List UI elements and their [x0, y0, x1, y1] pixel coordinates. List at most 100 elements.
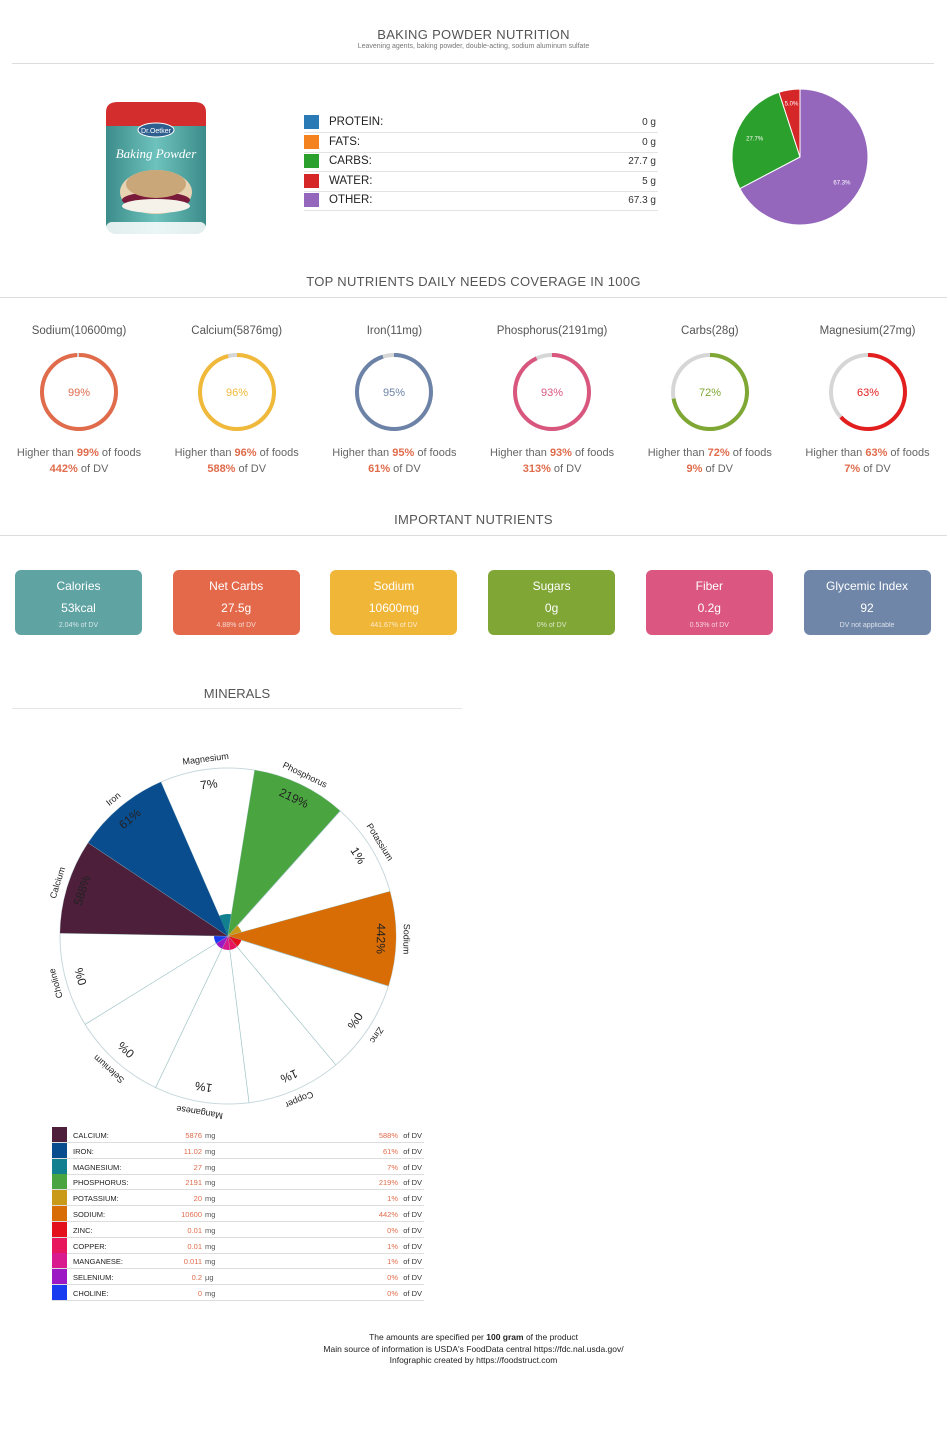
mineral-unit: mg: [205, 1241, 216, 1251]
mineral-dv-label: of DV: [403, 1273, 422, 1283]
polar-category-label: Sodium: [401, 924, 412, 955]
legend-swatch: [304, 154, 319, 168]
gauge-text: of foods: [571, 447, 615, 459]
legend-swatch: [304, 134, 319, 149]
gauge-dv: 588% of DV: [158, 463, 316, 475]
mineral-unit: mg: [205, 1162, 216, 1172]
mineral-name: CALCIUM:: [73, 1131, 109, 1140]
gauge-dv-value: 313%: [522, 463, 551, 475]
mineral-amount: 11.02: [183, 1146, 202, 1156]
footer-source: Main source of information is USDA's Foo…: [323, 1343, 624, 1354]
mineral-amount: 10600: [181, 1210, 202, 1219]
polar-value-label: 1%: [347, 845, 368, 867]
macro-row: PROTEIN: 0 g: [304, 114, 658, 133]
gauge-5: Magnesium(27mg) 63% Higher than 63% of foo…: [789, 325, 947, 475]
macro-value: 27.7 g: [628, 156, 656, 167]
mineral-dv-label: of DV: [403, 1146, 422, 1156]
gauge-text: of DV: [235, 463, 267, 475]
polar-wedge-manganese: [221, 936, 230, 950]
card-label: Net Carbs: [209, 579, 264, 593]
polar-category-label: Potassium: [365, 822, 396, 863]
mineral-dv-percent: 7%: [387, 1162, 398, 1172]
gauge-percent: 96%: [226, 387, 248, 399]
macro-row: OTHER: 67.3 g: [304, 192, 658, 211]
card-value: 27.5g: [221, 601, 252, 615]
legend-swatch: [304, 193, 319, 207]
gauge-dv-value: 588%: [207, 463, 236, 475]
mineral-row: CALCIUM: 5876 mg 588% of DV: [52, 1127, 424, 1143]
gauge-text: of DV: [77, 463, 109, 475]
gauge-fill: [40, 353, 118, 431]
page-subtitle: Leavening agents, baking powder, double-…: [357, 43, 590, 50]
gauge-dv: 442% of DV: [0, 463, 158, 475]
mineral-amount: 0.011: [183, 1257, 202, 1267]
mineral-row: ZINC: 0.01 mg 0% of DV: [52, 1221, 424, 1238]
gauge-text: Higher than: [16, 447, 77, 459]
card-dv: 2.04% of DV: [58, 622, 99, 629]
macro-row: FATS: 0 g: [304, 134, 658, 153]
gauge-4: Carbs(28g) 72% Higher than 72% of foods 9% …: [631, 325, 789, 475]
gauge-rank: 95%: [392, 447, 415, 459]
gauge-name: Sodium(10600mg): [31, 325, 127, 337]
card-value: 0g: [544, 601, 559, 615]
gauge-text: of foods: [887, 447, 930, 459]
gauge-text: Higher than: [174, 447, 235, 459]
mineral-name: SELENIUM:: [73, 1273, 114, 1283]
polar-spoke: [84, 935, 229, 1025]
card-label: Calories: [56, 579, 101, 593]
polar-value-label: 1%: [194, 1079, 214, 1096]
mineral-row: COPPER: 0.01 mg 1% of DV: [52, 1237, 424, 1254]
nutrient-card: Glycemic Index 92 DV not applicable: [803, 570, 931, 635]
mineral-dv-percent: 1%: [387, 1194, 398, 1204]
mineral-dv-label: of DV: [403, 1210, 422, 1219]
mineral-amount: 0: [197, 1289, 202, 1298]
nutrient-card: Calories 53kcal 2.04% of DV: [15, 570, 142, 635]
mineral-unit: mg: [205, 1194, 216, 1204]
mineral-dv-label: of DV: [403, 1289, 422, 1298]
macro-label: WATER:: [329, 174, 373, 187]
mineral-dv-percent: 219%: [378, 1178, 398, 1188]
mineral-dv-label: of DV: [403, 1194, 422, 1204]
mineral-dv-label: of DV: [403, 1241, 422, 1251]
polar-wedge-selenium: [216, 936, 228, 949]
polar-category-label: Manganese: [176, 1104, 224, 1121]
gauge-text: Higher than: [805, 447, 866, 459]
card-value: 53kcal: [61, 601, 96, 615]
gauge-text: Higher than: [490, 447, 550, 459]
card-dv: 4.88% of DV: [216, 622, 256, 629]
mineral-swatch: [52, 1237, 67, 1253]
gauge-text: Higher than: [647, 447, 708, 459]
card-dv: 0.53% of DV: [689, 622, 729, 629]
polar-category-label: Choline: [47, 967, 65, 999]
gauge-text: of foods: [98, 447, 142, 459]
coverage-title: TOP NUTRIENTS DAILY NEEDS COVERAGE IN 10…: [306, 274, 641, 289]
mineral-dv-label: of DV: [403, 1257, 422, 1267]
gauge-name: Iron(11mg): [366, 325, 423, 337]
pie-label: 5.0%: [785, 101, 799, 107]
gauge-text: of DV: [702, 463, 734, 475]
polar-value-label: 0%: [72, 966, 90, 987]
mineral-dv-label: of DV: [403, 1131, 422, 1140]
gauge-ring: 99%: [40, 353, 118, 431]
gauge-1: Calcium(5876mg) 96% Higher than 96% of foo…: [158, 325, 316, 475]
card-dv: DV not applicable: [839, 622, 895, 629]
footer: The amounts are specified per 100 gram o…: [0, 1332, 947, 1367]
mineral-dv-label: of DV: [403, 1162, 422, 1172]
macro-value: 67.3 g: [628, 195, 656, 206]
polar-wedge-magnesium: [219, 914, 232, 936]
mineral-swatch: [52, 1190, 67, 1206]
mineral-unit: mg: [205, 1257, 216, 1267]
pie-label: 27.7%: [746, 137, 764, 143]
mineral-swatch: [52, 1253, 67, 1269]
page-title: BAKING POWDER NUTRITION: [377, 27, 570, 42]
mineral-swatch: [52, 1285, 67, 1300]
divider: [0, 535, 947, 536]
gauge-fill: [670, 353, 749, 431]
polar-value-label: 1%: [278, 1066, 300, 1086]
gauge-ring: 72%: [670, 353, 749, 431]
mineral-dv-percent: 442%: [378, 1210, 398, 1219]
card-label: Sodium: [373, 579, 415, 593]
mineral-swatch: [52, 1174, 67, 1190]
gauge-3: Phosphorus(2191mg) 93% Higher than 93% of …: [473, 325, 631, 475]
gauge-fill: [355, 353, 434, 431]
